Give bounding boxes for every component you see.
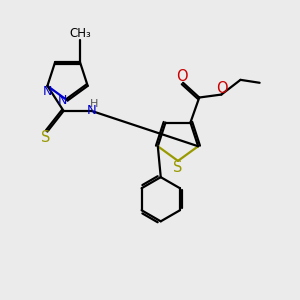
Text: O: O xyxy=(216,81,228,96)
Text: S: S xyxy=(41,130,51,145)
Text: CH₃: CH₃ xyxy=(69,27,91,40)
Text: S: S xyxy=(173,160,183,175)
Text: H: H xyxy=(90,99,99,110)
Text: N: N xyxy=(58,94,67,107)
Text: O: O xyxy=(176,69,188,84)
Text: N: N xyxy=(87,104,96,117)
Text: N: N xyxy=(43,85,52,98)
